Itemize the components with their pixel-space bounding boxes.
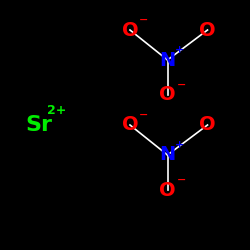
Text: N: N xyxy=(160,50,176,70)
Text: +: + xyxy=(175,45,184,55)
Text: −: − xyxy=(176,175,186,185)
Text: O: O xyxy=(122,116,138,134)
Text: O: O xyxy=(159,86,176,104)
Text: −: − xyxy=(139,110,148,120)
Text: Sr: Sr xyxy=(25,115,52,135)
Text: +: + xyxy=(175,140,184,150)
Text: O: O xyxy=(199,116,216,134)
Text: −: − xyxy=(176,80,186,90)
Text: O: O xyxy=(199,20,216,40)
Text: O: O xyxy=(122,20,138,40)
Text: 2+: 2+ xyxy=(46,104,66,117)
Text: −: − xyxy=(139,15,148,25)
Text: O: O xyxy=(159,180,176,200)
Text: N: N xyxy=(160,146,176,165)
